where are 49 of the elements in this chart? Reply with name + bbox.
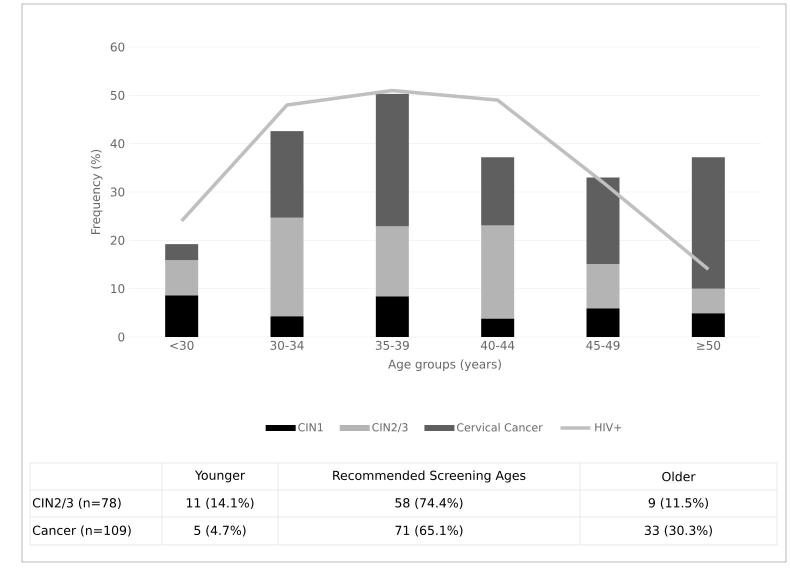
text: 71 (65.1%): [395, 525, 462, 537]
x-tick-label: ≥50: [696, 340, 720, 350]
bar: [165, 244, 198, 260]
bar: [165, 295, 198, 337]
bar: [270, 316, 304, 337]
legend-label: HIV+: [595, 423, 622, 432]
x-tick-label: 35-39: [376, 340, 409, 350]
text: 11 (14.1%): [186, 498, 254, 510]
bar: [481, 157, 514, 226]
bar: [692, 313, 725, 337]
x-tick-label: <30: [170, 340, 194, 350]
bar: [165, 260, 198, 296]
y-tick-label: 10: [111, 284, 124, 294]
y-tick-label: 60: [110, 42, 124, 52]
text: 33 (30.3%): [644, 525, 712, 537]
x-tick-label: 40-44: [480, 340, 514, 350]
x-axis-title: Age groups (years): [388, 359, 501, 371]
bar: [481, 318, 514, 337]
x-tick-label: 30-34: [270, 340, 304, 350]
y-axis-title: Frequency (%): [90, 150, 102, 234]
bar: [481, 225, 514, 319]
legend-label: CIN2/3: [372, 423, 408, 432]
text: Older: [662, 472, 696, 482]
line-series: [180, 88, 710, 272]
bar: [376, 226, 409, 296]
text: Younger: [194, 470, 246, 482]
y-tick-label: 50: [110, 90, 124, 100]
y-tick-label: 20: [110, 236, 124, 245]
y-tick-label: 0: [118, 332, 124, 342]
x-tick-label: 45-49: [586, 340, 620, 350]
bar: [376, 94, 409, 226]
legend-label: Cervical Cancer: [457, 423, 543, 432]
bar: [586, 308, 620, 337]
text: 58 (74.4%): [395, 498, 462, 510]
text: 5 (4.7%): [194, 525, 246, 537]
y-tick-label: 40: [110, 139, 124, 148]
legend-label: CIN1: [298, 423, 323, 432]
bar: [270, 218, 304, 316]
bar: [586, 264, 620, 308]
bar: [270, 131, 304, 218]
bar: [586, 177, 620, 264]
bar: [692, 157, 725, 289]
y-tick-label: 30: [110, 187, 124, 197]
text: Cancer (n=109): [32, 525, 131, 537]
bar: [376, 296, 409, 337]
text: Recommended Screening Ages: [333, 470, 526, 483]
text: 9 (11.5%): [648, 498, 708, 510]
text: CIN2/3 (n=78): [32, 498, 121, 510]
bar: [692, 288, 725, 314]
